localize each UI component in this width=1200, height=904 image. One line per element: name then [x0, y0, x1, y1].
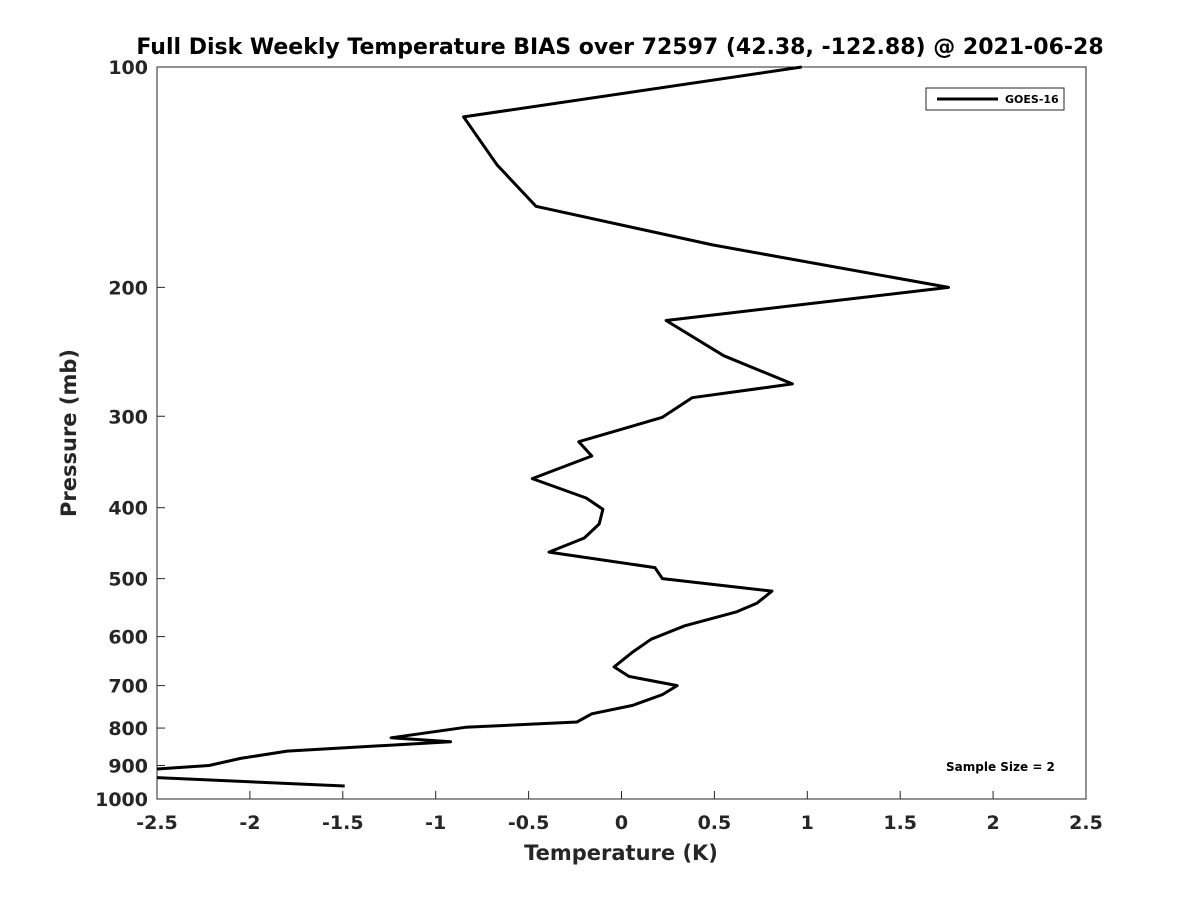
- y-tick-label: 300: [108, 406, 148, 428]
- series-line-goes-16-segment-1: [156, 65, 950, 771]
- x-tick-label: 2: [986, 812, 999, 834]
- x-tick-label: -1.5: [322, 812, 364, 834]
- x-tick-label: 1.5: [883, 812, 917, 834]
- y-tick-label: 900: [108, 756, 148, 778]
- y-tick-label: 500: [108, 569, 148, 591]
- x-axis-ticks: -2.5 -2 -1.5 -1 -0.5 0 0.5 1 1.5 2 2.5: [136, 791, 1103, 834]
- y-tick-label: 100: [108, 57, 148, 79]
- y-axis-ticks: 100 200 300 400 500 600 700 800 900 1000: [95, 57, 165, 811]
- x-tick-label: -0.5: [508, 812, 550, 834]
- x-tick-label: -2: [239, 812, 260, 834]
- x-tick-label: 1: [801, 812, 814, 834]
- x-tick-label: -2.5: [136, 812, 178, 834]
- y-axis-label: Pressure (mb): [57, 349, 81, 517]
- y-tick-label: 200: [108, 277, 148, 299]
- y-tick-label: 600: [108, 627, 148, 649]
- x-tick-label: 0: [615, 812, 628, 834]
- series-line-goes-16-segment-2: [156, 776, 345, 788]
- x-tick-label: 2.5: [1069, 812, 1103, 834]
- x-tick-label: -1: [425, 812, 446, 834]
- y-tick-label: 800: [108, 718, 148, 740]
- y-tick-label: 400: [108, 498, 148, 520]
- legend-label-goes-16: GOES-16: [1005, 93, 1059, 106]
- axes-frame: [156, 66, 1087, 800]
- y-tick-label: 700: [108, 676, 148, 698]
- chart-title: Full Disk Weekly Temperature BIAS over 7…: [136, 35, 1103, 60]
- x-tick-label: 0.5: [698, 812, 732, 834]
- plot-area: [156, 65, 950, 788]
- y-tick-label: 1000: [95, 789, 148, 811]
- legend: GOES-16: [925, 87, 1065, 111]
- x-axis-label: Temperature (K): [524, 841, 718, 865]
- sample-size-annotation: Sample Size = 2: [946, 760, 1055, 774]
